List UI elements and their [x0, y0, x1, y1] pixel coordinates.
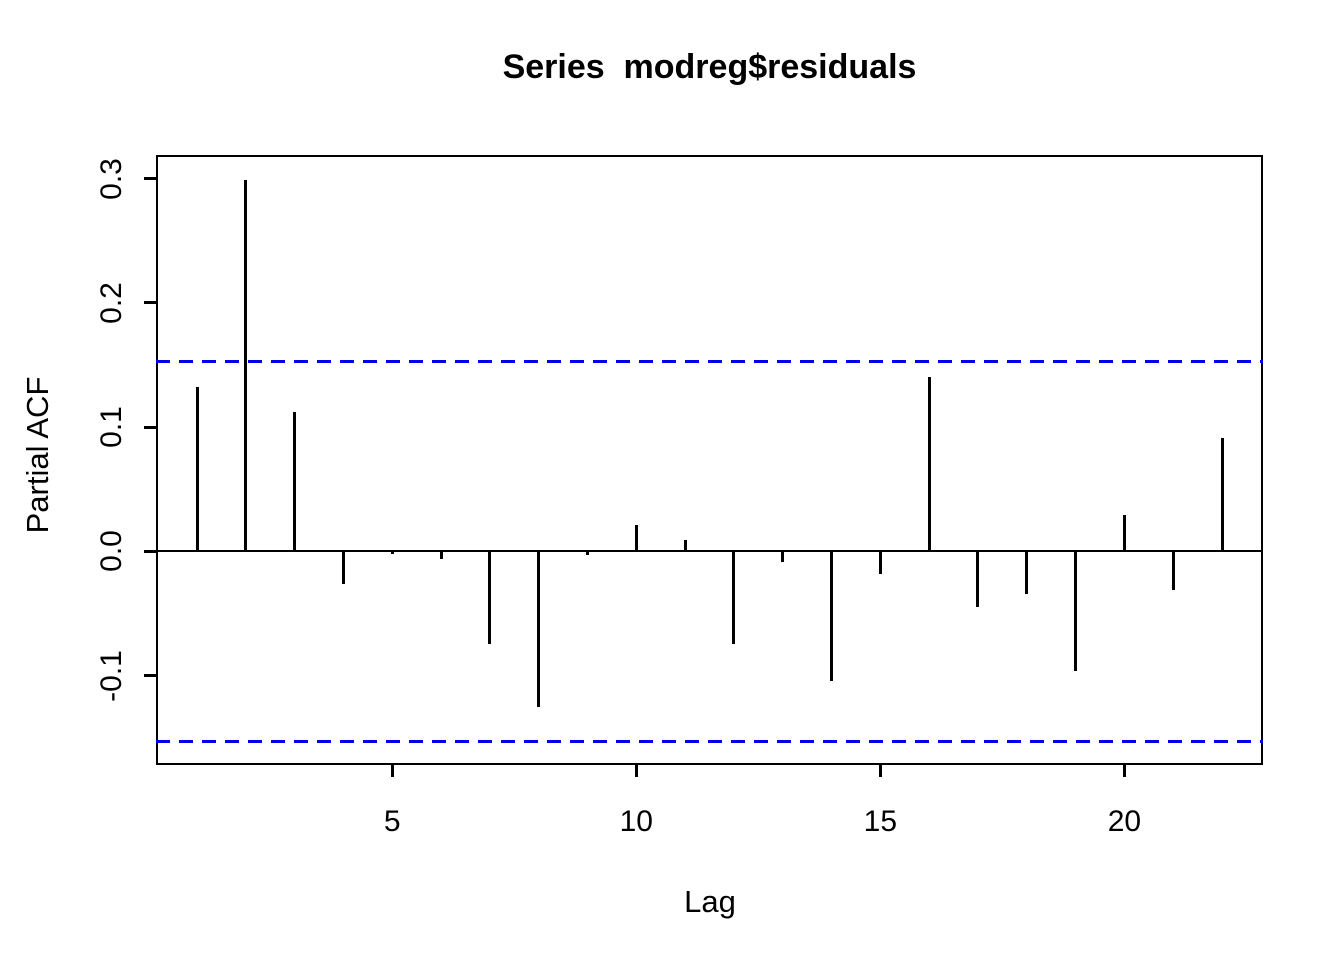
pacf-bar-lag-22: [1220, 438, 1224, 552]
pacf-bar-lag-7: [488, 551, 492, 645]
pacf-bar-lag-9: [585, 551, 589, 556]
plot-area: [156, 155, 1263, 765]
pacf-bar-lag-6: [439, 551, 443, 559]
y-axis-tick--0.1: [144, 674, 156, 678]
ci-upper-line: [156, 359, 1263, 363]
pacf-bar-lag-12: [732, 551, 736, 645]
zero-reference-line: [156, 550, 1263, 553]
y-axis-tick-label--0.1: -0.1: [95, 649, 128, 702]
x-axis-tick-label-5: 5: [383, 805, 401, 838]
x-axis-tick-label-15: 15: [863, 805, 898, 838]
chart-title: Series modreg$residuals: [502, 48, 917, 86]
x-axis-tick-label-20: 20: [1107, 805, 1142, 838]
pacf-bar-lag-19: [1074, 551, 1078, 671]
y-axis-tick-label-0.2: 0.2: [95, 281, 128, 324]
x-axis-tick-5: [390, 765, 394, 777]
x-axis-label: Lag: [684, 884, 736, 919]
y-axis-tick-0.1: [144, 425, 156, 429]
pacf-bar-lag-16: [927, 377, 931, 552]
pacf-bar-lag-18: [1025, 551, 1029, 594]
pacf-bar-lag-5: [390, 551, 394, 554]
pacf-bar-lag-2: [244, 179, 248, 552]
pacf-bar-lag-3: [293, 412, 297, 552]
y-axis-tick-label-0.0: 0.0: [95, 530, 128, 573]
pacf-bar-lag-4: [341, 551, 345, 584]
pacf-bar-lag-1: [195, 387, 199, 552]
x-axis-tick-label-10: 10: [619, 805, 653, 838]
pacf-bar-lag-17: [976, 551, 980, 608]
pacf-bar-lag-10: [634, 525, 638, 552]
pacf-bar-lag-21: [1171, 551, 1175, 590]
y-axis-tick-label-0.1: 0.1: [95, 406, 128, 448]
y-axis-tick-0.2: [144, 301, 156, 305]
y-axis-tick-0.0: [144, 549, 156, 553]
y-axis-tick-0.3: [144, 177, 156, 181]
pacf-bar-lag-8: [537, 551, 541, 707]
x-axis-tick-10: [634, 765, 638, 777]
y-axis-label: Partial ACF: [20, 376, 55, 534]
pacf-bar-lag-14: [830, 551, 834, 681]
x-axis-tick-20: [1122, 765, 1126, 777]
pacf-bar-lag-15: [878, 551, 882, 574]
pacf-bar-lag-11: [683, 540, 687, 552]
pacf-bar-lag-20: [1122, 515, 1126, 552]
ci-lower-line: [156, 739, 1263, 743]
x-axis-tick-15: [878, 765, 882, 777]
pacf-bar-lag-13: [781, 551, 785, 563]
y-axis-tick-label-0.3: 0.3: [95, 157, 128, 200]
